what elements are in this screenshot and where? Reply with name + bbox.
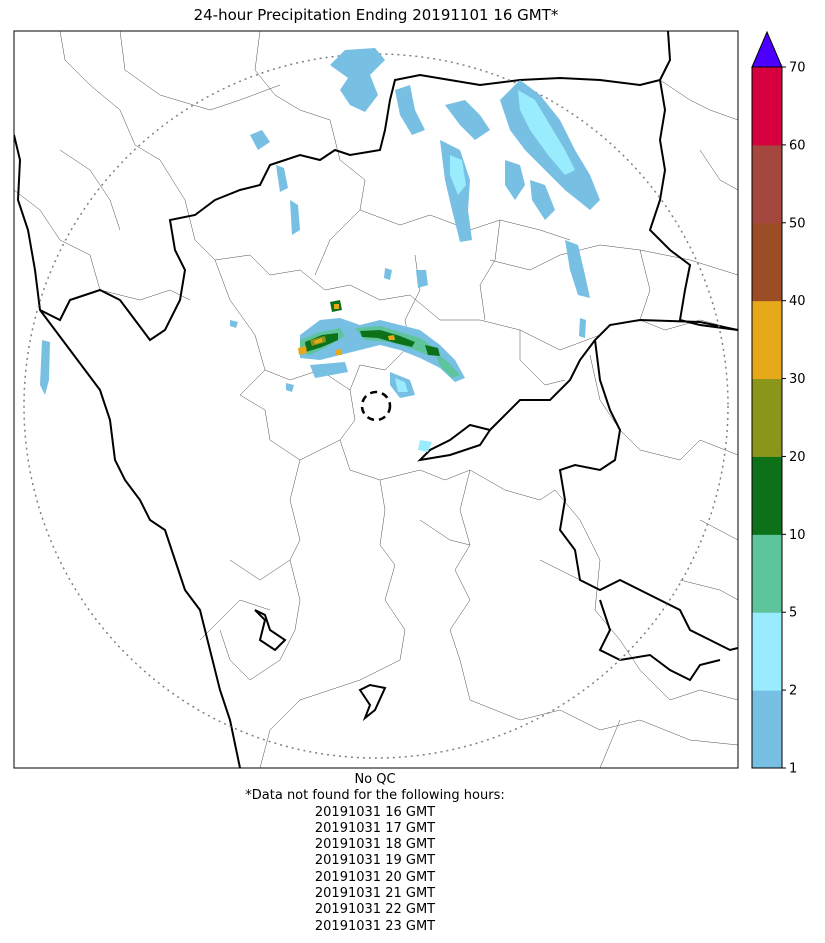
colorbar-tick-label: 30 bbox=[789, 372, 806, 387]
colorbar-tick-label: 50 bbox=[789, 216, 806, 231]
state-boundaries bbox=[14, 31, 738, 768]
qc-status: No QC bbox=[354, 772, 396, 787]
colorbar-segment bbox=[752, 456, 782, 535]
colorbar-segment bbox=[752, 534, 782, 613]
colorbar-segment bbox=[752, 222, 782, 302]
missing-hour: 20191031 17 GMT bbox=[314, 820, 436, 836]
colorbar-tick-label: 40 bbox=[789, 294, 806, 309]
colorbar: 1 2 5 10 20 30 40 50 60 70 bbox=[751, 30, 806, 776]
missing-hour: 20191031 22 GMT bbox=[314, 902, 436, 918]
colorbar-segments bbox=[752, 67, 782, 769]
colorbar-segment bbox=[752, 300, 782, 380]
map-footer: No QC *Data not found for the following … bbox=[140, 772, 610, 935]
colorbar-tick-label: 5 bbox=[789, 606, 797, 621]
colorbar-tick-label: 70 bbox=[789, 61, 806, 76]
colorbar-segment bbox=[752, 144, 782, 224]
colorbar-segment bbox=[752, 67, 782, 146]
missing-hour: 20191031 19 GMT bbox=[314, 853, 436, 869]
precipitation-echoes bbox=[40, 48, 600, 452]
colorbar-tick-label: 2 bbox=[789, 684, 797, 699]
colorbar-tick-label: 60 bbox=[789, 138, 806, 153]
map-frame bbox=[13, 30, 739, 769]
colorbar-tick-label: 10 bbox=[789, 528, 806, 543]
colorbar-tick-label: 20 bbox=[789, 450, 806, 465]
colorbar-tick-label: 1 bbox=[789, 762, 797, 776]
missing-hour: 20191031 20 GMT bbox=[314, 869, 436, 885]
missing-hour: 20191031 16 GMT bbox=[314, 804, 436, 820]
precipitation-map bbox=[13, 30, 739, 769]
missing-hour: 20191031 23 GMT bbox=[314, 918, 436, 934]
colorbar-frame bbox=[751, 66, 783, 769]
colorbar-segment bbox=[752, 378, 782, 457]
district-boundaries bbox=[14, 31, 738, 768]
colorbar-ticks: 1 2 5 10 20 30 40 50 60 70 bbox=[782, 61, 806, 776]
radar-range-ring bbox=[23, 53, 729, 759]
missing-data-note: *Data not found for the following hours: bbox=[245, 788, 505, 804]
colorbar-segment bbox=[752, 690, 782, 769]
missing-hour: 20191031 18 GMT bbox=[314, 837, 436, 853]
colorbar-segment bbox=[752, 612, 782, 691]
map-title: 24-hour Precipitation Ending 20191101 16… bbox=[193, 6, 559, 24]
colorbar-extend-arrow bbox=[751, 30, 783, 68]
missing-hour: 20191031 21 GMT bbox=[314, 886, 436, 902]
radar-site-marker bbox=[360, 390, 392, 422]
